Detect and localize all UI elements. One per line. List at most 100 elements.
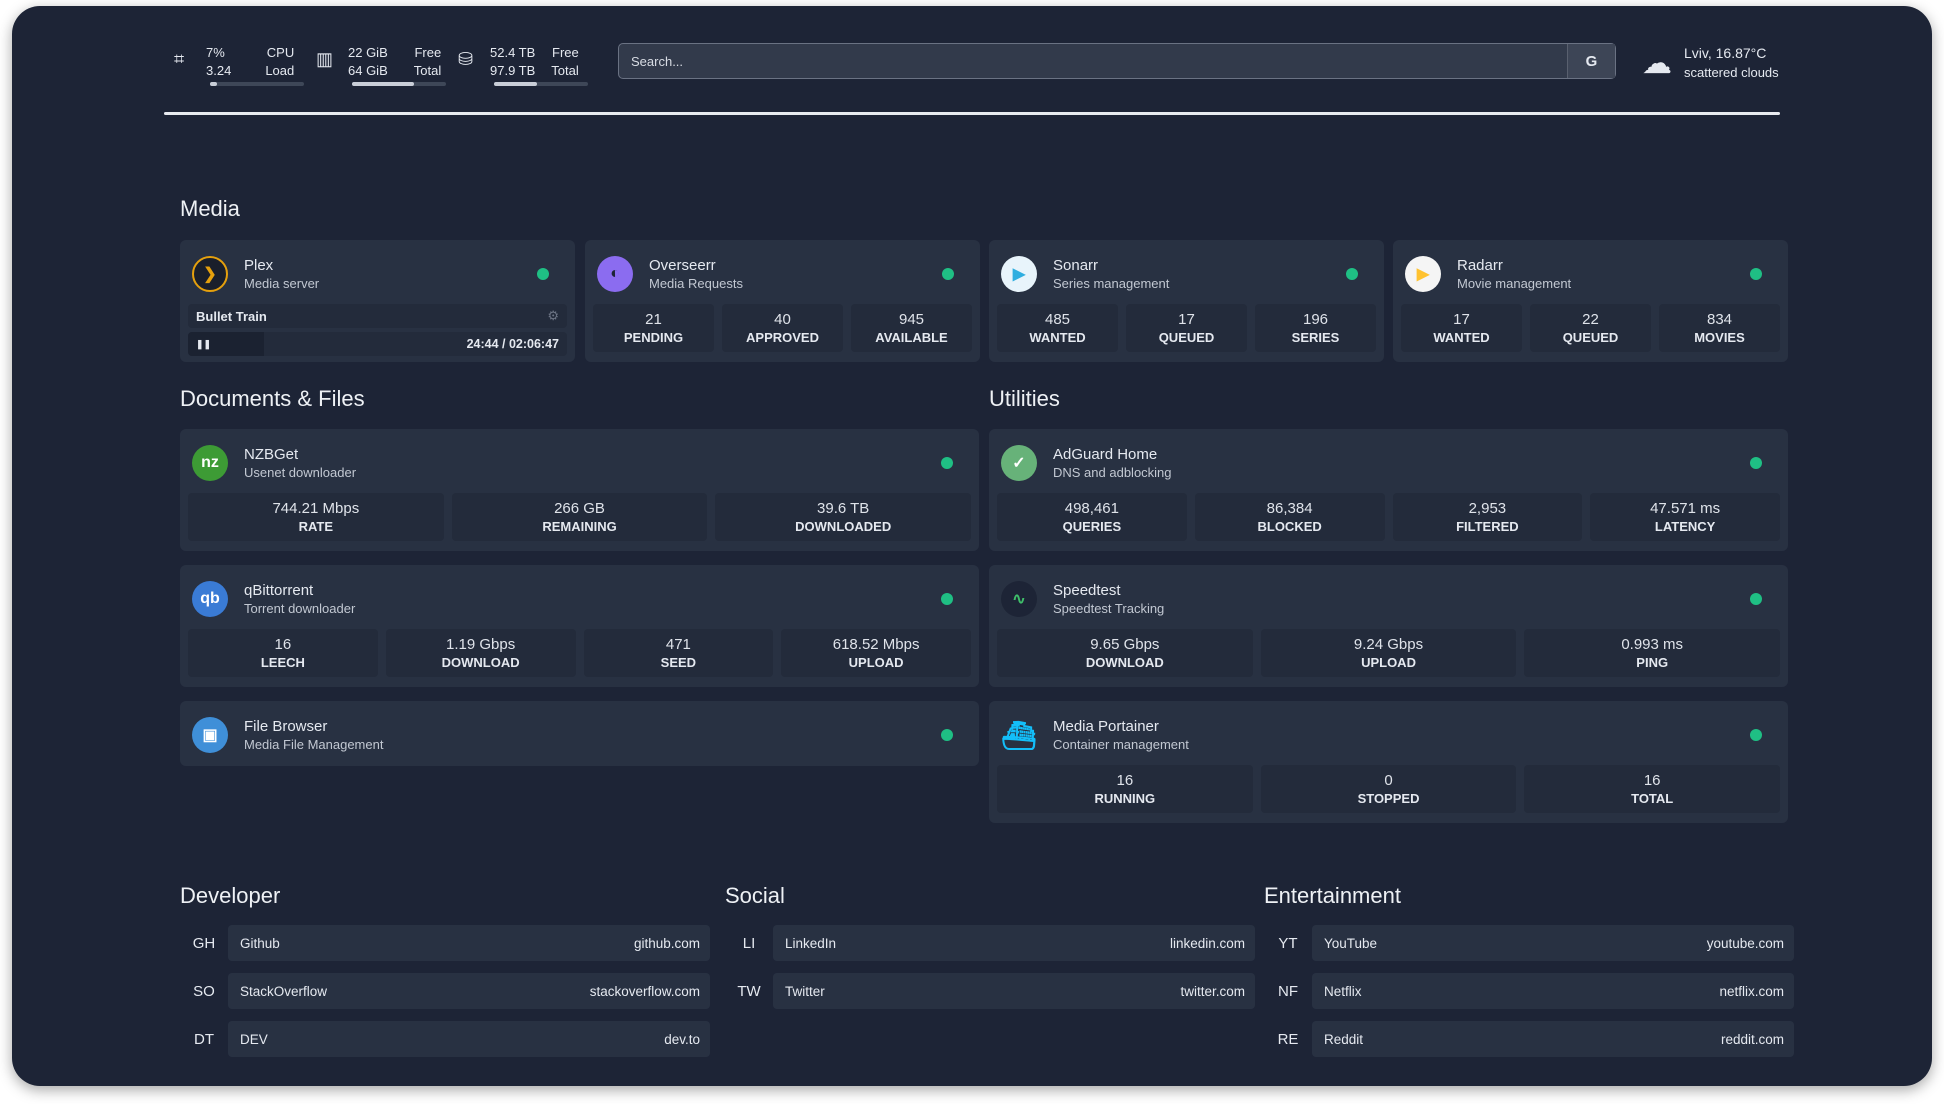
service-description: Torrent downloader	[244, 601, 356, 616]
card-header: ▶ Sonarr Series management	[989, 240, 1384, 294]
service-card-nzbget[interactable]: nz NZBGet Usenet downloader 744.21 Mbps RATE…	[180, 429, 979, 551]
service-card-adguard-home[interactable]: ✓ AdGuard Home DNS and adblocking 498,461 QU…	[989, 429, 1788, 551]
bookmark-url: stackoverflow.com	[589, 983, 700, 999]
memory-bar	[352, 82, 446, 86]
bookmark-linkedin[interactable]: LI LinkedIn linkedin.com	[725, 925, 1255, 961]
stat-block: 945 AVAILABLE	[851, 304, 972, 352]
divider	[164, 112, 1780, 115]
stat-label: REMAINING	[542, 519, 617, 534]
bookmark-url: youtube.com	[1706, 935, 1784, 951]
service-description: Movie management	[1457, 276, 1572, 291]
bookmark-link[interactable]: LinkedIn linkedin.com	[773, 925, 1255, 961]
service-description: Media File Management	[244, 737, 384, 752]
bookmark-stackoverflow[interactable]: SO StackOverflow stackoverflow.com	[180, 973, 710, 1009]
stats-row: 21 PENDING 40 APPROVED 945 AVAILABLE	[585, 294, 980, 352]
bookmark-name: LinkedIn	[785, 935, 837, 951]
service-card-sonarr[interactable]: ▶ Sonarr Series management 485 WANTED 17 QUEUE…	[989, 240, 1384, 362]
bookmark-name: DEV	[240, 1031, 268, 1047]
search-input[interactable]	[619, 53, 1567, 69]
stat-value: 945	[898, 311, 925, 328]
service-info: File Browser Media File Management	[244, 717, 383, 753]
bookmark-github[interactable]: GH Github github.com	[180, 925, 710, 961]
card-header: ✓ AdGuard Home DNS and adblocking	[989, 429, 1788, 483]
bookmark-link[interactable]: Reddit reddit.com	[1312, 1021, 1794, 1057]
bookmark-reddit[interactable]: RE Reddit reddit.com	[1264, 1021, 1794, 1057]
stat-label: TOTAL	[1631, 791, 1674, 806]
service-name: Overseerr	[649, 257, 716, 274]
playback-progress[interactable]: ❚❚ 24:44 / 02:06:47	[188, 332, 567, 356]
stat-value: 39.6 TB	[817, 500, 870, 517]
settings-icon[interactable]: ⚙	[547, 308, 559, 323]
bookmark-youtube[interactable]: YT YouTube youtube.com	[1264, 925, 1794, 961]
service-info: AdGuard Home DNS and adblocking	[1053, 445, 1172, 481]
stat-label: DOWNLOADED	[795, 519, 892, 534]
bookmark-url: netflix.com	[1719, 983, 1784, 999]
plex-icon: ❯	[192, 256, 228, 292]
section-title-documents: Documents & Files	[180, 386, 365, 411]
bookmark-url: twitter.com	[1180, 983, 1245, 999]
stat-label: AVAILABLE	[875, 330, 948, 345]
service-description: Usenet downloader	[244, 465, 357, 480]
section-title-entertainment: Entertainment	[1264, 883, 1401, 908]
bookmark-netflix[interactable]: NF Netflix netflix.com	[1264, 973, 1794, 1009]
stat-block: 0.993 ms PING	[1524, 629, 1781, 677]
bookmark-link[interactable]: Netflix netflix.com	[1312, 973, 1794, 1009]
now-playing: Bullet Train ⚙ ❚❚ 24:44 / 02:06:47	[188, 304, 567, 356]
bookmark-link[interactable]: YouTube youtube.com	[1312, 925, 1794, 961]
bookmark-name: YouTube	[1324, 935, 1378, 951]
service-card-file-browser[interactable]: ▣ File Browser Media File Management	[180, 701, 979, 766]
service-card-speedtest[interactable]: ∿ Speedtest Speedtest Tracking 9.65 Gbps DOW…	[989, 565, 1788, 687]
service-description: Speedtest Tracking	[1053, 601, 1165, 616]
pause-icon[interactable]: ❚❚	[196, 338, 212, 349]
memory-total: 64 GiB	[348, 63, 388, 78]
bookmark-link[interactable]: DEV dev.to	[228, 1021, 710, 1057]
stat-label: APPROVED	[746, 330, 819, 345]
service-card-media-portainer[interactable]: ⛴ Media Portainer Container management 16 RU…	[989, 701, 1788, 823]
disk-free: 52.4 TB	[490, 45, 536, 60]
cpu-percent: 7%	[206, 45, 225, 60]
service-card-radarr[interactable]: ▶ Radarr Movie management 17 WANTED 22 QUEUED 8…	[1393, 240, 1788, 362]
stat-block: 86,384 BLOCKED	[1194, 493, 1385, 541]
bookmark-link[interactable]: Twitter twitter.com	[773, 973, 1255, 1009]
stat-block: 485 WANTED	[997, 304, 1118, 352]
qbittorrent-icon: qb	[192, 581, 228, 617]
stats-row: 485 WANTED 17 QUEUED 196 SERIES	[989, 294, 1384, 352]
bookmark-twitter[interactable]: TW Twitter twitter.com	[725, 973, 1255, 1009]
bookmark-abbr: SO	[193, 982, 215, 1000]
stat-value: 9.24 Gbps	[1353, 636, 1424, 653]
bookmark-link[interactable]: Github github.com	[228, 925, 710, 961]
stat-block: 1.19 Gbps DOWNLOAD	[385, 629, 576, 677]
stat-label: PING	[1636, 655, 1669, 670]
stat-value: 471	[665, 636, 691, 653]
bookmark-dev[interactable]: DT DEV dev.to	[180, 1021, 710, 1057]
service-info: Radarr Movie management	[1457, 256, 1571, 292]
stat-label: QUEUED	[1562, 330, 1619, 345]
service-name: Radarr	[1457, 257, 1503, 274]
stat-value: 86,384	[1266, 500, 1313, 517]
card-header: qb qBittorrent Torrent downloader	[180, 565, 979, 619]
stat-value: 498,461	[1064, 500, 1119, 517]
total-label: Total	[413, 63, 442, 78]
stat-value: 485	[1044, 311, 1071, 328]
status-indicator	[537, 268, 549, 280]
service-description: Series management	[1053, 276, 1170, 291]
section-title-social: Social	[725, 883, 785, 908]
service-name: Media Portainer	[1053, 718, 1159, 735]
radarr-icon: ▶	[1405, 256, 1441, 292]
stat-label: QUERIES	[1062, 519, 1122, 534]
service-card-overseerr[interactable]: ◐ Overseerr Media Requests 21 PENDING 40 APPRO…	[585, 240, 980, 362]
stat-block: 471 SEED	[583, 629, 774, 677]
stat-block: 39.6 TB DOWNLOADED	[715, 493, 972, 541]
service-card-plex[interactable]: ❯ Plex Media server Bullet Train ⚙ ❚❚ 24:44 / …	[180, 240, 575, 362]
stat-value: 744.21 Mbps	[272, 500, 360, 517]
stat-block: 16 RUNNING	[997, 765, 1253, 813]
stat-block: 47.571 ms LATENCY	[1590, 493, 1780, 541]
bookmark-url: github.com	[633, 935, 700, 951]
bookmark-link[interactable]: StackOverflow stackoverflow.com	[228, 973, 710, 1009]
status-indicator	[1750, 457, 1762, 469]
service-card-qbittorrent[interactable]: qb qBittorrent Torrent downloader 16 LEECH 1.…	[180, 565, 979, 687]
search-provider-button[interactable]: G	[1567, 44, 1615, 78]
stat-block: 17 WANTED	[1401, 304, 1522, 352]
stat-value: 0	[1384, 772, 1393, 789]
stat-label: RUNNING	[1094, 791, 1156, 806]
